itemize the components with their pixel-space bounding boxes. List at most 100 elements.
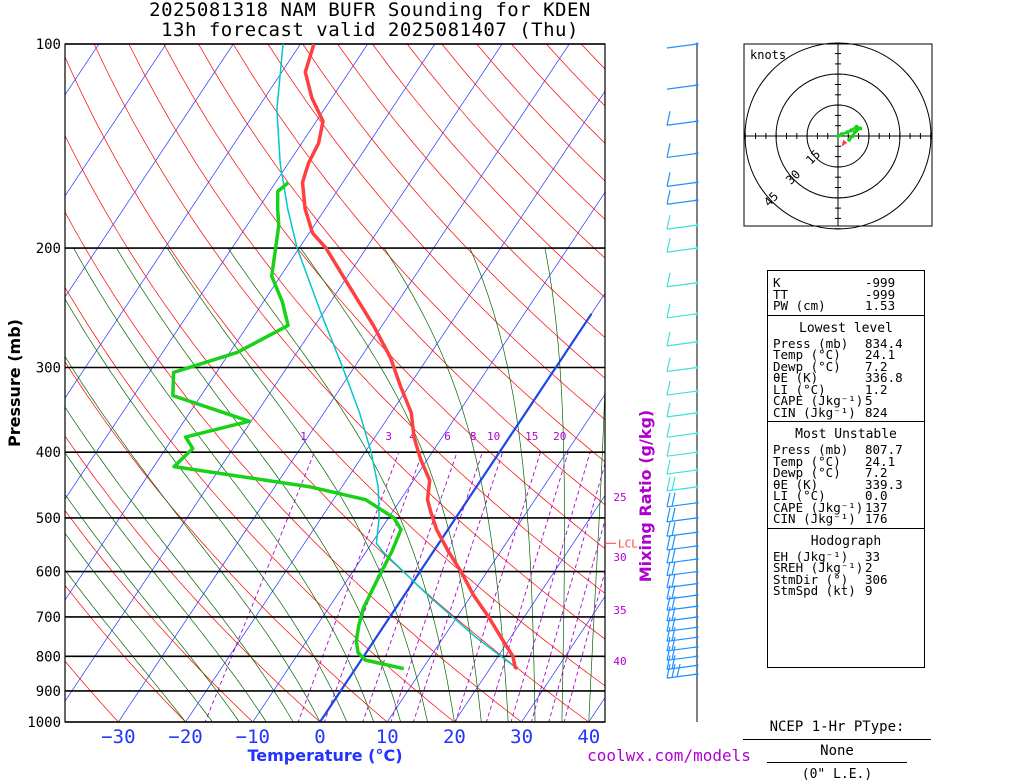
mixing-ratio-line <box>358 452 457 736</box>
mixing-ratio-tick-label: 10 <box>487 430 500 443</box>
x-axis-label: Temperature (°C) <box>247 746 402 765</box>
index-label: CIN (Jkg⁻¹) <box>773 407 856 419</box>
pressure-tick-label: 800 <box>36 649 61 665</box>
index-k-row: K-999 <box>768 277 924 289</box>
mixing-ratio-line <box>482 452 568 736</box>
wind-barb <box>667 522 699 536</box>
wind-barb <box>667 442 699 456</box>
wind-barb <box>667 477 699 491</box>
ptype-note: (0" L.E.) <box>743 767 931 782</box>
wind-barb <box>667 215 699 229</box>
hodograph-point <box>858 127 862 131</box>
hodograph-units-label: knots <box>750 48 786 62</box>
plot-frame <box>65 44 605 722</box>
hodograph-point <box>851 134 855 138</box>
wind-barb <box>667 172 699 186</box>
index-value: 1.2 <box>865 384 920 396</box>
wind-barb <box>667 190 699 204</box>
dry-adiabat-line <box>0 44 268 736</box>
index-pw-row: PW (cm) 1.53 <box>768 300 924 312</box>
dry-adiabat-line <box>442 44 1024 736</box>
hodograph-point <box>845 130 849 134</box>
index-label: PW (cm) <box>773 300 826 312</box>
wind-barb <box>667 574 699 588</box>
mixing-ratio-line <box>386 452 483 736</box>
mixing-ratio-tick-label: 15 <box>525 430 538 443</box>
wind-barb <box>667 423 699 437</box>
dry-adiabat-line <box>0 44 404 736</box>
pressure-tick-label: 600 <box>36 565 61 581</box>
hodograph-point <box>840 132 844 136</box>
mixing-ratio-tick-label: 20 <box>553 430 566 443</box>
ptype-divider <box>767 762 907 763</box>
wind-barb <box>667 357 699 371</box>
mixing-ratio-tick-label: 30 <box>613 551 626 564</box>
temperature-tick-label: 20 <box>443 726 466 748</box>
indices-panel: K-999 TT-999 PW (cm)1.53 Lowest level Pr… <box>767 270 925 668</box>
pressure-tick-label: 200 <box>36 241 61 257</box>
lcl-label: LCL <box>618 537 638 550</box>
parcel-profile <box>277 44 518 669</box>
profiles <box>173 44 518 669</box>
wind-barb <box>667 549 699 563</box>
wind-barb <box>667 84 699 90</box>
wind-barb <box>667 111 699 125</box>
wind-barb <box>667 508 699 522</box>
wind-barb <box>667 536 699 550</box>
wind-barb <box>667 43 699 49</box>
wind-barb <box>667 403 699 417</box>
lowest-level-title: Lowest level <box>768 320 924 338</box>
wind-barb <box>667 332 699 346</box>
mixing-ratio-line <box>451 452 541 736</box>
index-value: 33 <box>865 551 920 563</box>
isotherm-line <box>0 29 445 737</box>
ptype-box: NCEP 1-Hr PType: None (0" L.E.) <box>743 718 931 782</box>
wind-barb <box>667 655 699 669</box>
mixing-ratio-tick-label: 8 <box>470 430 477 443</box>
mixing-ratio-axis-label: Mixing Ratio (g/kg) <box>636 410 655 582</box>
hodograph-point <box>836 134 840 138</box>
wind-barb <box>667 143 699 157</box>
index-row: CIN (Jkg⁻¹)824 <box>768 407 924 419</box>
wind-barb <box>667 562 699 576</box>
section-divider <box>768 528 924 529</box>
dewpoint-profile <box>173 182 404 668</box>
mixing-ratio-tick-label: 35 <box>613 604 626 617</box>
dry-adiabat-line <box>59 44 677 736</box>
wind-barb <box>667 381 699 395</box>
hodograph-box-title: Hodograph <box>768 533 924 551</box>
ptype-divider <box>743 739 931 740</box>
temperature-tick-label: −30 <box>101 726 135 748</box>
pressure-tick-label: 300 <box>36 360 61 376</box>
index-value: 306 <box>865 574 920 586</box>
wind-barb <box>667 238 699 252</box>
mixing-ratio-tick-label: 25 <box>613 491 626 504</box>
index-value: 176 <box>865 513 920 525</box>
index-label: StmSpd (kt) <box>773 585 856 597</box>
hodograph-point <box>849 128 853 132</box>
mixing-ratio-tick-label: 40 <box>613 655 626 668</box>
temperature-tick-label: 10 <box>376 726 399 748</box>
moist-adiabat-line <box>0 248 186 722</box>
pressure-tick-label: 700 <box>36 610 61 626</box>
temperature-tick-label: 30 <box>510 726 533 748</box>
pressure-tick-label: 400 <box>36 445 61 461</box>
index-value: 1.53 <box>865 300 920 312</box>
index-value: 9 <box>865 585 920 597</box>
mixing-ratio-tick-label: 1 <box>300 430 307 443</box>
wind-barb <box>667 460 699 474</box>
isotherm-line <box>176 29 647 737</box>
isotherm-line <box>0 29 311 737</box>
pressure-tick-label: 900 <box>36 684 61 700</box>
section-divider <box>768 421 924 422</box>
pressure-tick-label: 100 <box>36 37 61 53</box>
mixing-ratio-line <box>507 452 590 736</box>
isotherm-line <box>109 29 580 737</box>
wind-barb <box>667 493 699 507</box>
dry-adiabat-line <box>94 44 745 736</box>
wind-barb <box>667 304 699 318</box>
temperature-tick-label: 0 <box>314 726 325 748</box>
